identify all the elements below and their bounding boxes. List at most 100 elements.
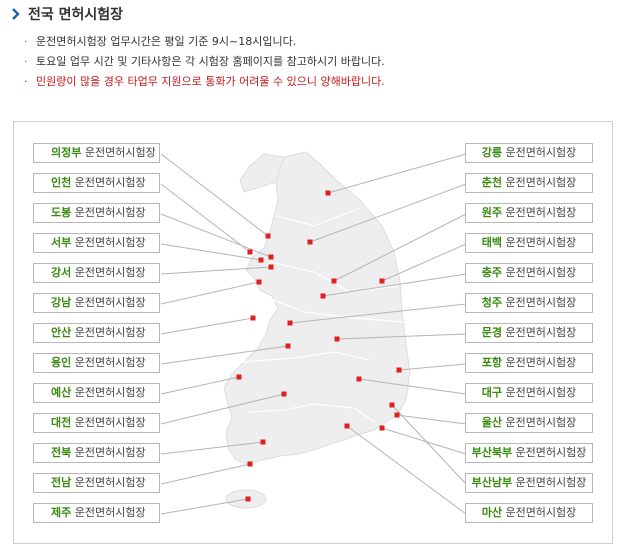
right-center-button[interactable]: 문경 운전면허시험장 — [465, 323, 593, 343]
right-center-button[interactable]: 태백 운전면허시험장 — [465, 233, 593, 253]
right-center-button[interactable]: 원주 운전면허시험장 — [465, 203, 593, 223]
location-marker[interactable] — [268, 254, 274, 260]
center-city-name: 춘천 — [481, 176, 502, 189]
left-center-button[interactable]: 용인 운전면허시험장 — [33, 353, 160, 373]
center-suffix: 운전면허시험장 — [71, 476, 146, 489]
location-marker[interactable] — [379, 425, 385, 431]
center-city-name: 대전 — [51, 416, 72, 429]
left-center-button[interactable]: 제주 운전면허시험장 — [33, 503, 160, 523]
center-city-name: 의정부 — [51, 146, 82, 159]
center-suffix: 운전면허시험장 — [71, 386, 146, 399]
location-marker[interactable] — [389, 402, 395, 408]
leader-line — [160, 498, 249, 515]
center-suffix: 운전면허시험장 — [501, 386, 577, 399]
right-center-button[interactable]: 마산 운전면허시험장 — [465, 503, 593, 523]
location-marker[interactable] — [325, 190, 331, 196]
leader-line — [358, 378, 467, 395]
location-marker[interactable] — [256, 279, 262, 285]
location-marker[interactable] — [307, 239, 313, 245]
korea-map — [160, 151, 467, 515]
right-center-button[interactable]: 대구 운전면허시험장 — [465, 383, 593, 403]
location-marker[interactable] — [281, 391, 287, 397]
location-marker[interactable] — [334, 336, 340, 342]
location-marker[interactable] — [250, 315, 256, 321]
leader-line — [160, 153, 269, 237]
right-center-button[interactable]: 충주 운전면허시험장 — [465, 263, 593, 283]
location-marker[interactable] — [396, 367, 402, 373]
leader-line — [160, 183, 251, 253]
center-suffix: 운전면허시험장 — [501, 416, 577, 429]
right-center-button[interactable]: 강릉 운전면허시험장 — [465, 143, 593, 163]
center-suffix: 운전면허시험장 — [501, 236, 577, 249]
center-suffix: 운전면허시험장 — [501, 356, 577, 369]
notice-item: 운전면허시험장 업무시간은 평일 기준 9시~18시입니다. — [24, 32, 385, 52]
leader-line — [391, 404, 467, 485]
right-center-button[interactable]: 울산 운전면허시험장 — [465, 413, 593, 433]
left-center-button[interactable]: 강남 운전면허시험장 — [33, 293, 160, 313]
center-suffix: 운전면허시험장 — [501, 146, 577, 159]
left-center-button[interactable]: 의정부 운전면허시험장 — [33, 143, 160, 163]
location-marker[interactable] — [285, 343, 291, 349]
left-center-button[interactable]: 대전 운전면허시험장 — [33, 413, 160, 433]
center-city-name: 도봉 — [51, 206, 72, 219]
left-center-button[interactable]: 전남 운전면허시험장 — [33, 473, 160, 493]
location-marker[interactable] — [258, 257, 264, 263]
location-marker[interactable] — [247, 249, 253, 255]
center-city-name: 문경 — [481, 326, 502, 339]
center-suffix: 운전면허시험장 — [71, 296, 146, 309]
location-marker[interactable] — [331, 278, 337, 284]
center-city-name: 울산 — [481, 416, 502, 429]
location-marker[interactable] — [236, 374, 242, 380]
right-center-button[interactable]: 포항 운전면허시험장 — [465, 353, 593, 373]
center-city-name: 태백 — [481, 236, 502, 249]
center-suffix: 운전면허시험장 — [71, 356, 146, 369]
right-center-button[interactable]: 청주 운전면허시험장 — [465, 293, 593, 313]
center-city-name: 대구 — [481, 386, 502, 399]
location-marker[interactable] — [245, 496, 251, 502]
korea-north-shape — [239, 153, 285, 193]
location-marker[interactable] — [356, 376, 362, 382]
right-center-button[interactable]: 부산남부 운전면허시험장 — [465, 473, 593, 493]
center-suffix: 운전면허시험장 — [501, 296, 577, 309]
left-center-button[interactable]: 안산 운전면허시험장 — [33, 323, 160, 343]
center-suffix: 운전면허시험장 — [71, 176, 146, 189]
leader-line — [336, 333, 467, 340]
left-center-button[interactable]: 강서 운전면허시험장 — [33, 263, 160, 283]
center-city-name: 청주 — [481, 296, 502, 309]
leader-line — [381, 243, 467, 282]
location-marker[interactable] — [394, 412, 400, 418]
leader-line — [160, 376, 240, 395]
center-suffix: 운전면허시험장 — [501, 266, 577, 279]
center-suffix: 운전면허시험장 — [71, 326, 146, 339]
leader-line — [396, 414, 467, 425]
location-marker[interactable] — [320, 293, 326, 299]
center-suffix: 운전면허시험장 — [71, 446, 146, 459]
left-center-button[interactable]: 도봉 운전면허시험장 — [33, 203, 160, 223]
location-marker[interactable] — [265, 233, 271, 239]
location-marker[interactable] — [379, 278, 385, 284]
center-city-name: 강서 — [51, 266, 72, 279]
location-marker[interactable] — [268, 264, 274, 270]
leader-line — [289, 303, 467, 324]
leader-line — [322, 273, 467, 297]
left-center-button[interactable]: 전북 운전면허시험장 — [33, 443, 160, 463]
left-center-button[interactable]: 인천 운전면허시험장 — [33, 173, 160, 193]
center-suffix: 운전면허시험장 — [512, 446, 587, 459]
location-marker[interactable] — [247, 461, 253, 467]
right-center-button[interactable]: 부산북부 운전면허시험장 — [465, 443, 593, 463]
left-center-button[interactable]: 예산 운전면허시험장 — [33, 383, 160, 403]
center-city-name: 전남 — [51, 476, 72, 489]
center-suffix: 운전면허시험장 — [71, 206, 146, 219]
leader-line — [160, 345, 289, 365]
location-marker[interactable] — [344, 423, 350, 429]
page-title: 전국 면허시험장 — [28, 7, 124, 23]
left-center-button[interactable]: 서부 운전면허시험장 — [33, 233, 160, 253]
center-suffix: 운전면허시험장 — [501, 206, 577, 219]
right-center-button[interactable]: 춘천 운전면허시험장 — [465, 173, 593, 193]
center-city-name: 제주 — [51, 506, 72, 519]
leader-line — [160, 281, 260, 305]
leader-line — [346, 425, 467, 515]
location-marker[interactable] — [260, 439, 266, 445]
center-suffix: 운전면허시험장 — [71, 266, 146, 279]
location-marker[interactable] — [287, 320, 293, 326]
